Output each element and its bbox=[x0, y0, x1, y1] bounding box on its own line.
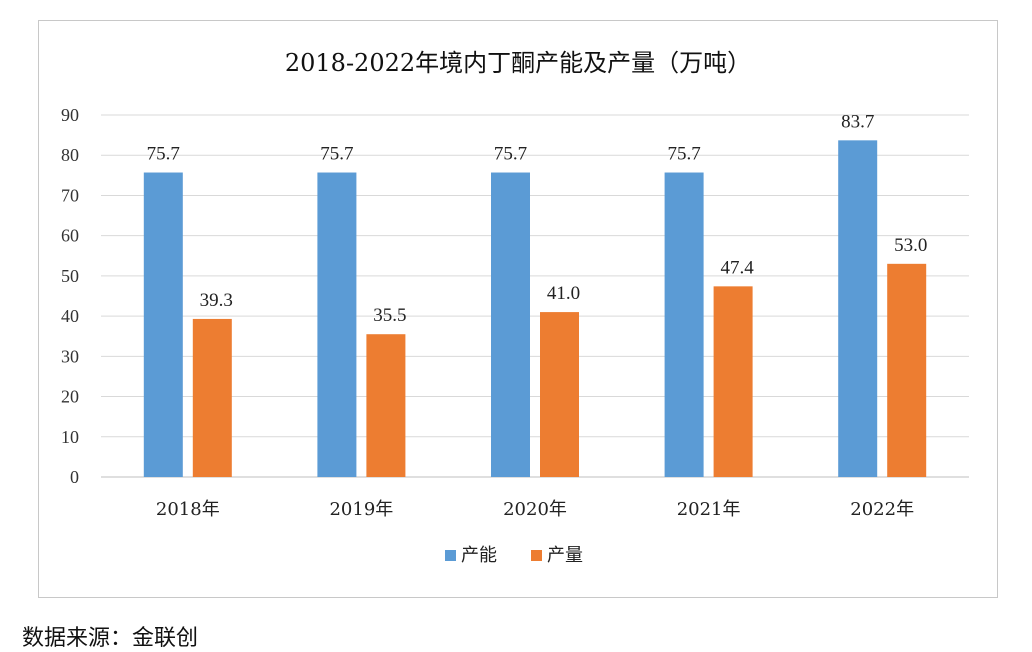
bar-capacity bbox=[664, 172, 704, 478]
legend-swatch bbox=[531, 550, 542, 561]
chart-title: 2018-2022年境内丁酮产能及产量（万吨） bbox=[285, 49, 751, 77]
y-tick-label: 30 bbox=[61, 346, 79, 366]
bar-capacity bbox=[491, 172, 530, 478]
data-label: 75.7 bbox=[667, 144, 700, 165]
bar-output bbox=[540, 312, 579, 477]
gridlines bbox=[101, 114, 969, 478]
data-label: 83.7 bbox=[841, 111, 874, 132]
x-axis: 2018年 2019年 2020年 2021年 2022年 bbox=[156, 499, 914, 520]
legend-label: 产量 bbox=[547, 545, 583, 566]
x-tick-label: 2022年 bbox=[850, 499, 914, 520]
legend-label: 产能 bbox=[461, 545, 497, 566]
legend-swatch bbox=[445, 550, 456, 561]
bar-capacity bbox=[317, 172, 357, 478]
data-label: 75.7 bbox=[494, 144, 527, 165]
bar-chart: 2018-2022年境内丁酮产能及产量（万吨） 0 10 20 30 40 50 60 70 8… bbox=[61, 49, 969, 566]
data-label: 41.0 bbox=[547, 283, 580, 304]
y-axis: 0 10 20 30 40 50 60 70 80 90 bbox=[61, 105, 79, 487]
y-tick-label: 40 bbox=[61, 306, 79, 326]
bar-output bbox=[887, 263, 927, 477]
bars bbox=[143, 140, 927, 478]
data-label: 39.3 bbox=[200, 290, 233, 311]
data-label: 75.7 bbox=[147, 144, 180, 165]
y-tick-label: 20 bbox=[61, 387, 79, 407]
data-label: 53.0 bbox=[894, 235, 927, 256]
y-tick-label: 80 bbox=[61, 145, 79, 165]
source-note: 数据来源：金联创 bbox=[22, 626, 199, 651]
bar-capacity bbox=[838, 140, 878, 477]
data-label: 35.5 bbox=[373, 305, 406, 326]
data-labels: 75.7 39.3 75.7 35.5 75.7 41.0 75.7 47.4 83.7 53.0 bbox=[147, 111, 928, 326]
x-tick-label: 2020年 bbox=[503, 499, 567, 520]
y-tick-label: 90 bbox=[61, 105, 79, 125]
bar-output bbox=[192, 318, 232, 477]
y-tick-label: 10 bbox=[61, 427, 79, 447]
bar-capacity bbox=[143, 172, 183, 478]
x-tick-label: 2018年 bbox=[156, 499, 220, 520]
y-tick-label: 50 bbox=[61, 266, 79, 286]
data-label: 47.4 bbox=[720, 257, 754, 278]
bar-output bbox=[713, 286, 753, 477]
y-tick-label: 60 bbox=[61, 226, 79, 246]
x-tick-label: 2021年 bbox=[677, 499, 741, 520]
y-tick-label: 70 bbox=[61, 185, 79, 205]
x-tick-label: 2019年 bbox=[329, 499, 393, 520]
bar-output bbox=[366, 334, 406, 477]
data-label: 75.7 bbox=[320, 144, 353, 165]
y-tick-label: 0 bbox=[70, 467, 79, 487]
chart-frame: 2018-2022年境内丁酮产能及产量（万吨） 0 10 20 30 40 50 60 70 8… bbox=[38, 20, 998, 598]
legend: 产能 产量 bbox=[445, 545, 583, 566]
